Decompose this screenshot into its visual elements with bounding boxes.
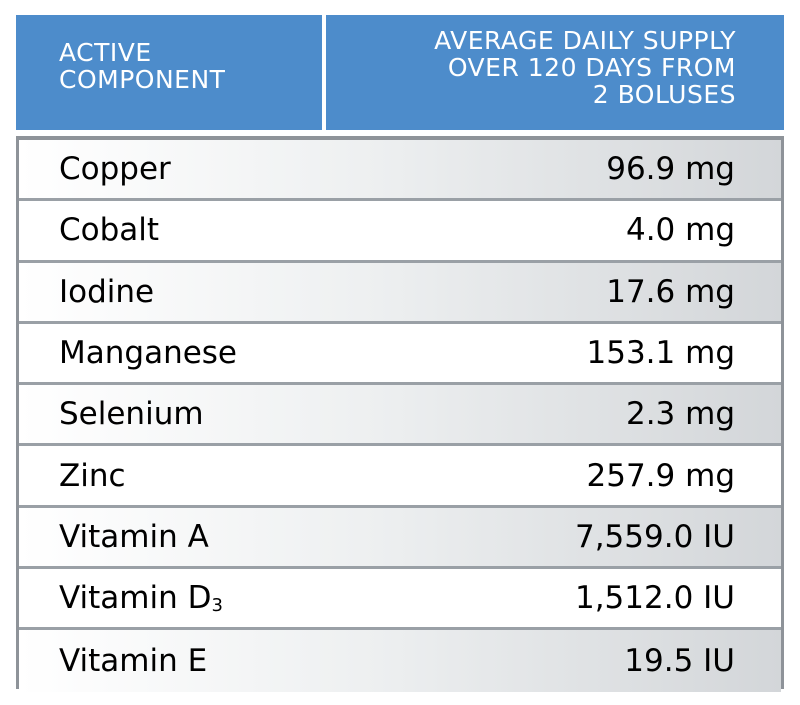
component-name: Vitamin D3 (59, 580, 223, 616)
supply-value: 257.9 mg (586, 457, 735, 494)
table-row: Vitamin E 19.5 IU (19, 630, 781, 692)
header-line: AVERAGE DAILY SUPPLY (434, 26, 736, 55)
component-name: Cobalt (59, 212, 160, 249)
header-line: OVER 120 DAYS FROM (447, 53, 736, 82)
table-row: Zinc 257.9 mg (19, 446, 781, 508)
table-row: Manganese 153.1 mg (19, 323, 781, 386)
header-line: 2 BOLUSES (592, 80, 736, 109)
supply-value: 4.0 mg (625, 212, 735, 249)
supply-value: 17.6 mg (606, 273, 735, 310)
component-name: Selenium (59, 396, 204, 433)
component-name: Vitamin A (59, 518, 209, 555)
table-row: Selenium 2.3 mg (19, 385, 781, 447)
table-header: ACTIVE COMPONENT AVERAGE DAILY SUPPLY OV… (16, 15, 784, 130)
table-row: Iodine 17.6 mg (19, 262, 781, 324)
component-name: Copper (59, 151, 171, 188)
component-name: Iodine (59, 273, 155, 310)
header-line: COMPONENT (59, 65, 226, 94)
component-name-text: Vitamin D (59, 580, 212, 617)
header-divider (322, 15, 326, 130)
header-average-daily-supply: AVERAGE DAILY SUPPLY OVER 120 DAYS FROM … (326, 15, 784, 130)
table-row: Cobalt 4.0 mg (19, 201, 781, 263)
component-name: Vitamin E (59, 643, 208, 680)
supply-value: 153.1 mg (586, 335, 735, 372)
table-row: Vitamin A 7,559.0 IU (19, 507, 781, 570)
subscript: 3 (211, 595, 223, 617)
table-row: Copper 96.9 mg (19, 140, 781, 202)
header-line: ACTIVE (59, 38, 152, 67)
component-name: Zinc (59, 457, 126, 494)
supply-value: 1,512.0 IU (574, 580, 735, 617)
supply-table: Copper 96.9 mg Cobalt 4.0 mg Iodine 17.6… (16, 136, 784, 692)
table-row: Vitamin D3 1,512.0 IU (19, 569, 781, 631)
supply-value: 7,559.0 IU (574, 518, 735, 555)
component-name: Manganese (59, 335, 238, 372)
header-active-component: ACTIVE COMPONENT (16, 15, 322, 130)
supply-value: 2.3 mg (625, 396, 735, 433)
supply-value: 96.9 mg (606, 151, 735, 188)
supply-value: 19.5 IU (624, 643, 735, 680)
